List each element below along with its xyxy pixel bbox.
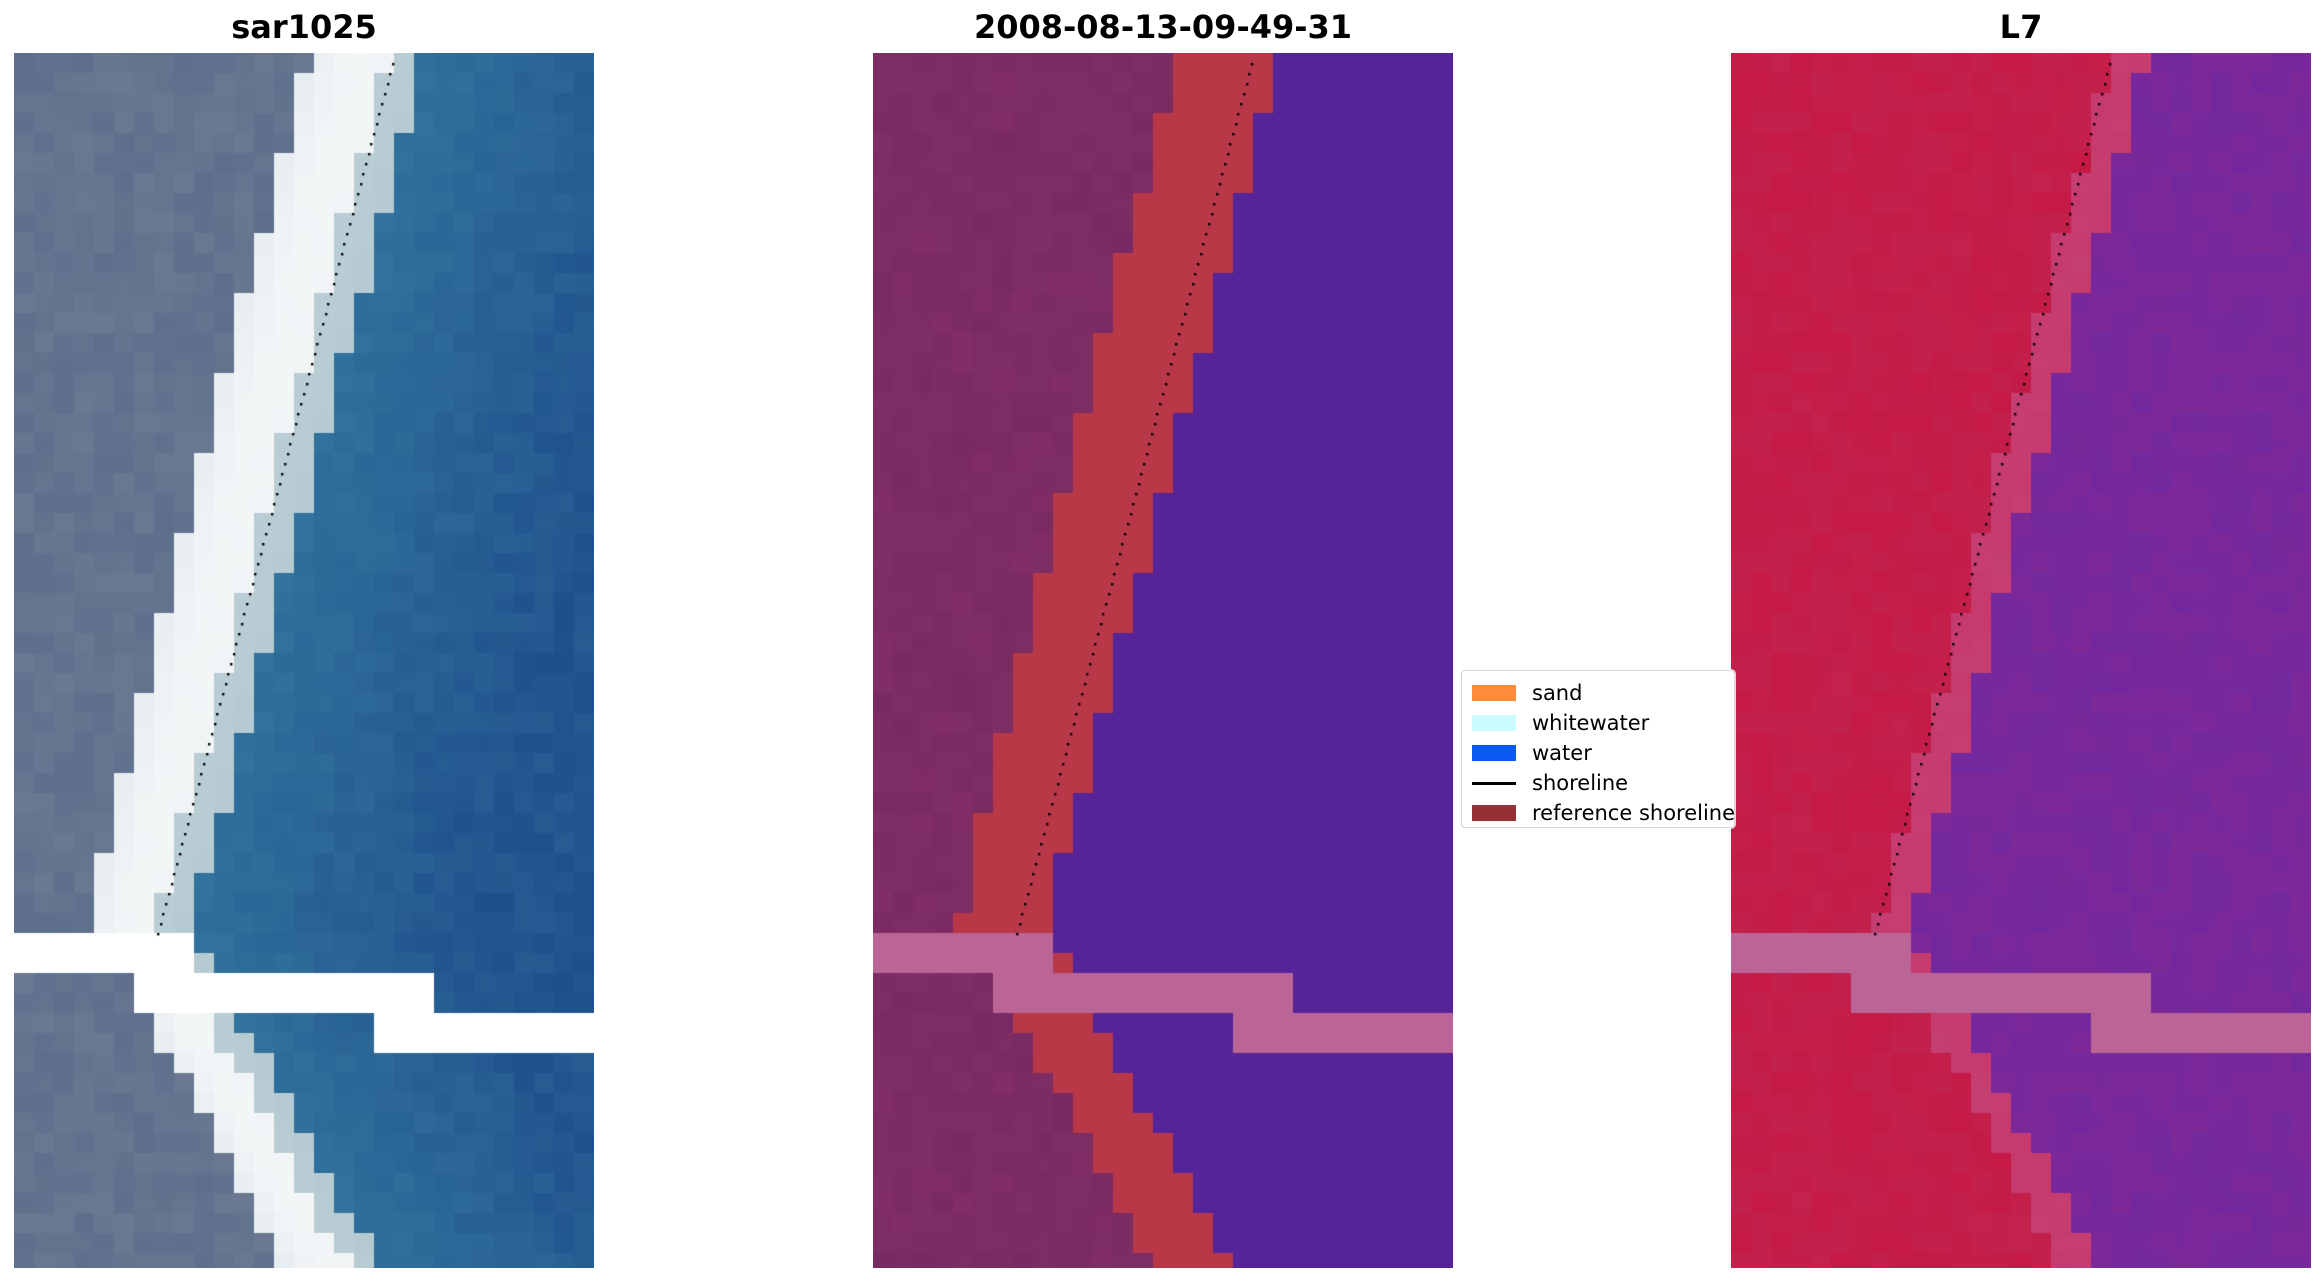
legend-label-water: water: [1532, 741, 1592, 765]
legend-swatch-reference-shoreline: [1472, 805, 1516, 821]
legend-item-water: water: [1472, 740, 1592, 766]
legend-swatch-whitewater: [1472, 715, 1516, 731]
index-image: [1731, 53, 2311, 1268]
panel-title-classified: 2008-08-13-09-49-31: [973, 8, 1353, 46]
legend: sand whitewater water shoreline referenc…: [1461, 670, 1735, 828]
legend-label-whitewater: whitewater: [1532, 711, 1650, 735]
legend-label-sand: sand: [1532, 681, 1583, 705]
legend-item-sand: sand: [1472, 680, 1582, 706]
legend-item-reference-shoreline: reference shoreline: [1472, 800, 1735, 826]
panel-rgb: sar1025: [14, 0, 594, 1283]
classified-image: [873, 53, 1453, 1268]
satellite-image-rgb: [14, 53, 594, 1268]
legend-swatch-sand: [1472, 685, 1516, 701]
legend-label-reference-shoreline: reference shoreline: [1532, 801, 1736, 825]
legend-item-whitewater: whitewater: [1472, 710, 1649, 736]
legend-swatch-water: [1472, 745, 1516, 761]
panel-classified: 2008-08-13-09-49-31: [873, 0, 1453, 1283]
panel-title-rgb: sar1025: [231, 8, 377, 46]
legend-item-shoreline: shoreline: [1472, 770, 1628, 796]
legend-label-shoreline: shoreline: [1532, 771, 1629, 795]
panel-title-index: L7: [1999, 8, 2043, 46]
panel-index: L7: [1731, 0, 2311, 1283]
legend-line-shoreline: [1472, 781, 1516, 785]
